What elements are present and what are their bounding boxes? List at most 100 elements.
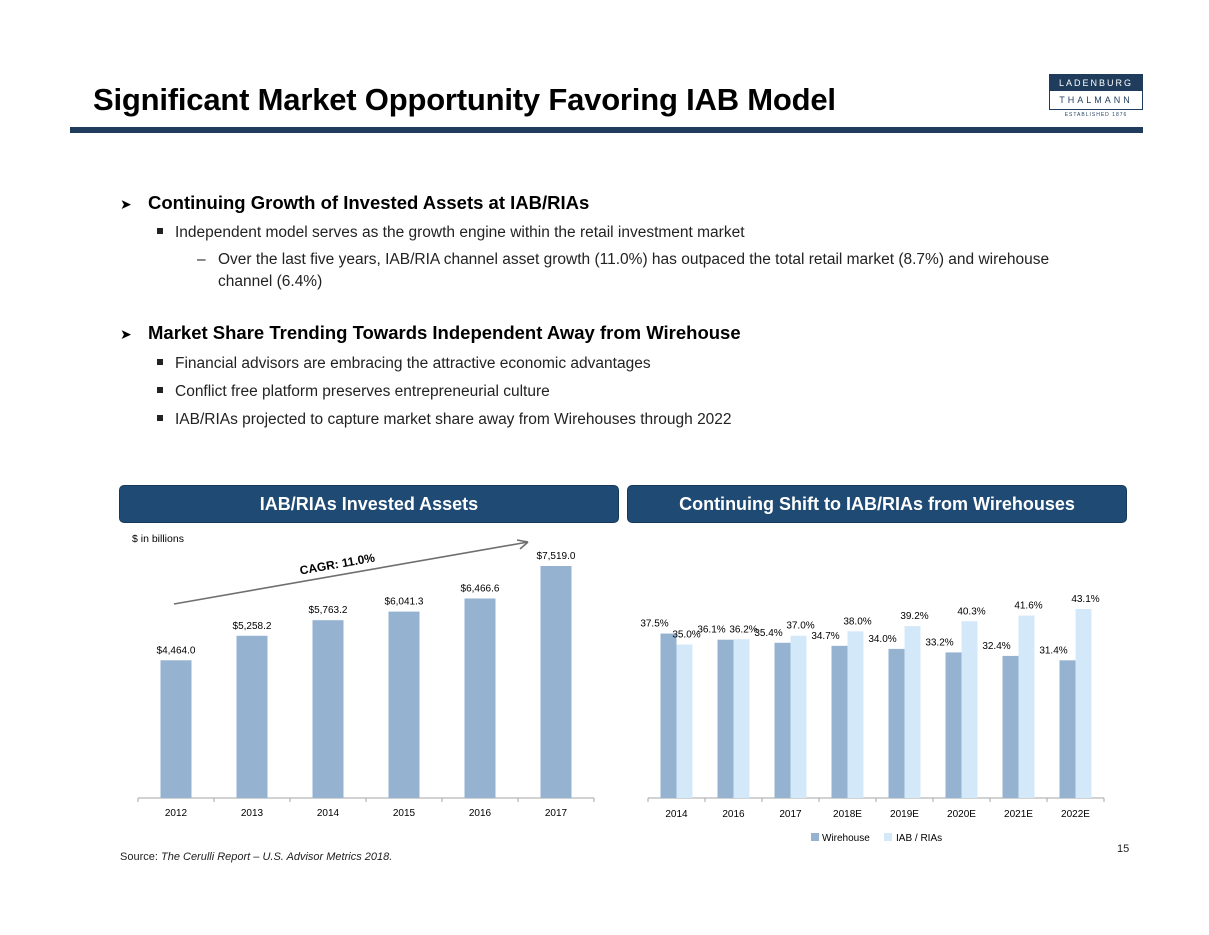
logo-line-1: LADENBURG (1050, 75, 1142, 91)
wirehouse-bar-2014 (660, 633, 677, 798)
section-2-bullet-1: Financial advisors are embracing the att… (157, 355, 651, 373)
data-label-2012: $4,464.0 (157, 645, 196, 656)
bar-2012 (160, 660, 192, 798)
cagr-arrow-line (173, 541, 529, 605)
x-tick-2014: 2014 (665, 809, 688, 820)
section-2-heading-row: ➤ Market Share Trending Towards Independe… (120, 322, 741, 344)
iab-label-2018E: 38.0% (843, 616, 871, 627)
square-bullet-icon (157, 414, 163, 421)
x-tick-2022E: 2022E (1061, 809, 1090, 820)
x-tick-2015: 2015 (393, 808, 416, 819)
x-tick-2016: 2016 (722, 809, 745, 820)
logo-line-3: ESTABLISHED 1876 (1064, 112, 1128, 118)
x-tick-2017: 2017 (779, 809, 802, 820)
iab-label-2017: 37.0% (786, 621, 814, 632)
cagr-arrow (173, 539, 529, 605)
wirehouse-bar-2022E (1059, 660, 1076, 798)
square-bullet-icon (157, 386, 163, 393)
source-note: Source: The Cerulli Report – U.S. Adviso… (120, 851, 392, 863)
section-2-bullet-2-text: Conflict free platform preserves entrepr… (175, 383, 550, 400)
legend-iab-label: IAB / RIAs (896, 833, 942, 844)
wirehouse-bar-2018E (831, 645, 848, 798)
chart-2-title: Continuing Shift to IAB/RIAs from Wireho… (627, 485, 1127, 523)
section-2-heading: Market Share Trending Towards Independen… (148, 322, 741, 343)
bar-2013 (236, 635, 268, 798)
chart-1-unit-label: $ in billions (132, 533, 184, 545)
legend-wirehouse-label: Wirehouse (822, 833, 870, 844)
section-1-bullet: Independent model serves as the growth e… (157, 224, 745, 242)
wirehouse-bar-2017 (774, 642, 791, 798)
source-text: The Cerulli Report – U.S. Advisor Metric… (160, 851, 393, 863)
iab-label-2022E: 43.1% (1071, 594, 1099, 605)
logo-line-2: THALMANN (1059, 95, 1133, 105)
wirehouse-bar-2016 (717, 639, 734, 798)
bar-2015 (388, 611, 420, 798)
x-tick-2020E: 2020E (947, 809, 976, 820)
iab-bar-2014 (676, 644, 693, 798)
wirehouse-label-2018E: 34.7% (811, 631, 839, 642)
iab-label-2019E: 39.2% (900, 611, 928, 622)
x-tick-2016: 2016 (469, 808, 492, 819)
iab-label-2021E: 41.6% (1014, 601, 1042, 612)
legend-iab-swatch (884, 833, 892, 841)
chart-2-legend: Wirehouse IAB / RIAs (811, 833, 942, 844)
x-tick-2019E: 2019E (890, 809, 919, 820)
bar-2016 (464, 598, 496, 798)
iab-label-2020E: 40.3% (957, 606, 985, 617)
x-tick-2021E: 2021E (1004, 809, 1033, 820)
iab-bar-2020E (961, 621, 978, 798)
legend-wirehouse-swatch (811, 833, 819, 841)
bar-2014 (312, 620, 344, 798)
data-label-2016: $6,466.6 (461, 583, 500, 594)
iab-bar-2022E (1075, 609, 1092, 798)
source-label: Source: (120, 851, 158, 863)
wirehouse-label-2017: 35.4% (754, 628, 782, 639)
x-tick-2012: 2012 (165, 808, 188, 819)
x-tick-2014: 2014 (317, 808, 340, 819)
iab-label-2016: 36.2% (729, 624, 757, 635)
wirehouse-label-2014: 37.5% (640, 619, 668, 630)
wirehouse-label-2022E: 31.4% (1039, 645, 1067, 656)
company-logo: LADENBURG THALMANN ESTABLISHED 1876 (1049, 74, 1143, 118)
wirehouse-label-2020E: 33.2% (925, 637, 953, 648)
chart-1-title: IAB/RIAs Invested Assets (119, 485, 619, 523)
arrow-bullet-icon: ➤ (120, 196, 132, 212)
page-number: 15 (1117, 843, 1130, 855)
x-tick-2018E: 2018E (833, 809, 862, 820)
arrow-bullet-icon: ➤ (120, 326, 132, 342)
section-2-bullet-1-text: Financial advisors are embracing the att… (175, 355, 651, 372)
data-label-2015: $6,041.3 (385, 597, 424, 608)
page-title: Significant Market Opportunity Favoring … (93, 82, 836, 117)
data-label-2017: $7,519.0 (537, 551, 576, 562)
wirehouse-bar-2021E (1002, 655, 1019, 798)
wirehouse-label-2021E: 32.4% (982, 641, 1010, 652)
x-tick-2017: 2017 (545, 808, 568, 819)
section-1-heading-row: ➤ Continuing Growth of Invested Assets at… (120, 192, 589, 214)
iab-bar-2019E (904, 626, 921, 798)
iab-bar-2018E (847, 631, 864, 798)
dash-bullet-icon: – (197, 251, 206, 268)
wirehouse-bar-2019E (888, 648, 905, 798)
iab-bar-2021E (1018, 615, 1035, 798)
wirehouse-label-2016: 36.1% (697, 625, 725, 636)
section-2-bullet-2: Conflict free platform preserves entrepr… (157, 383, 550, 401)
iab-bar-2016 (733, 639, 750, 798)
x-tick-2013: 2013 (241, 808, 264, 819)
section-1-heading: Continuing Growth of Invested Assets at … (148, 192, 590, 213)
section-1-sub-bullet-text: Over the last five years, IAB/RIA channe… (218, 251, 1050, 290)
iab-label-2014: 35.0% (672, 630, 700, 641)
wirehouse-bar-2020E (945, 652, 962, 798)
wirehouse-label-2019E: 34.0% (868, 634, 896, 645)
cagr-arrowhead-icon (516, 539, 529, 550)
title-divider (70, 127, 1143, 133)
data-label-2014: $5,763.2 (309, 605, 348, 616)
iab-bar-2017 (790, 635, 807, 798)
section-1-sub-bullet: – Over the last five years, IAB/RIA chan… (197, 249, 1057, 293)
section-1-bullet-text: Independent model serves as the growth e… (175, 224, 745, 241)
bar-2017 (540, 566, 572, 798)
square-bullet-icon (157, 358, 163, 365)
section-2-bullet-3: IAB/RIAs projected to capture market sha… (157, 411, 732, 429)
section-2-bullet-3-text: IAB/RIAs projected to capture market sha… (175, 411, 732, 428)
